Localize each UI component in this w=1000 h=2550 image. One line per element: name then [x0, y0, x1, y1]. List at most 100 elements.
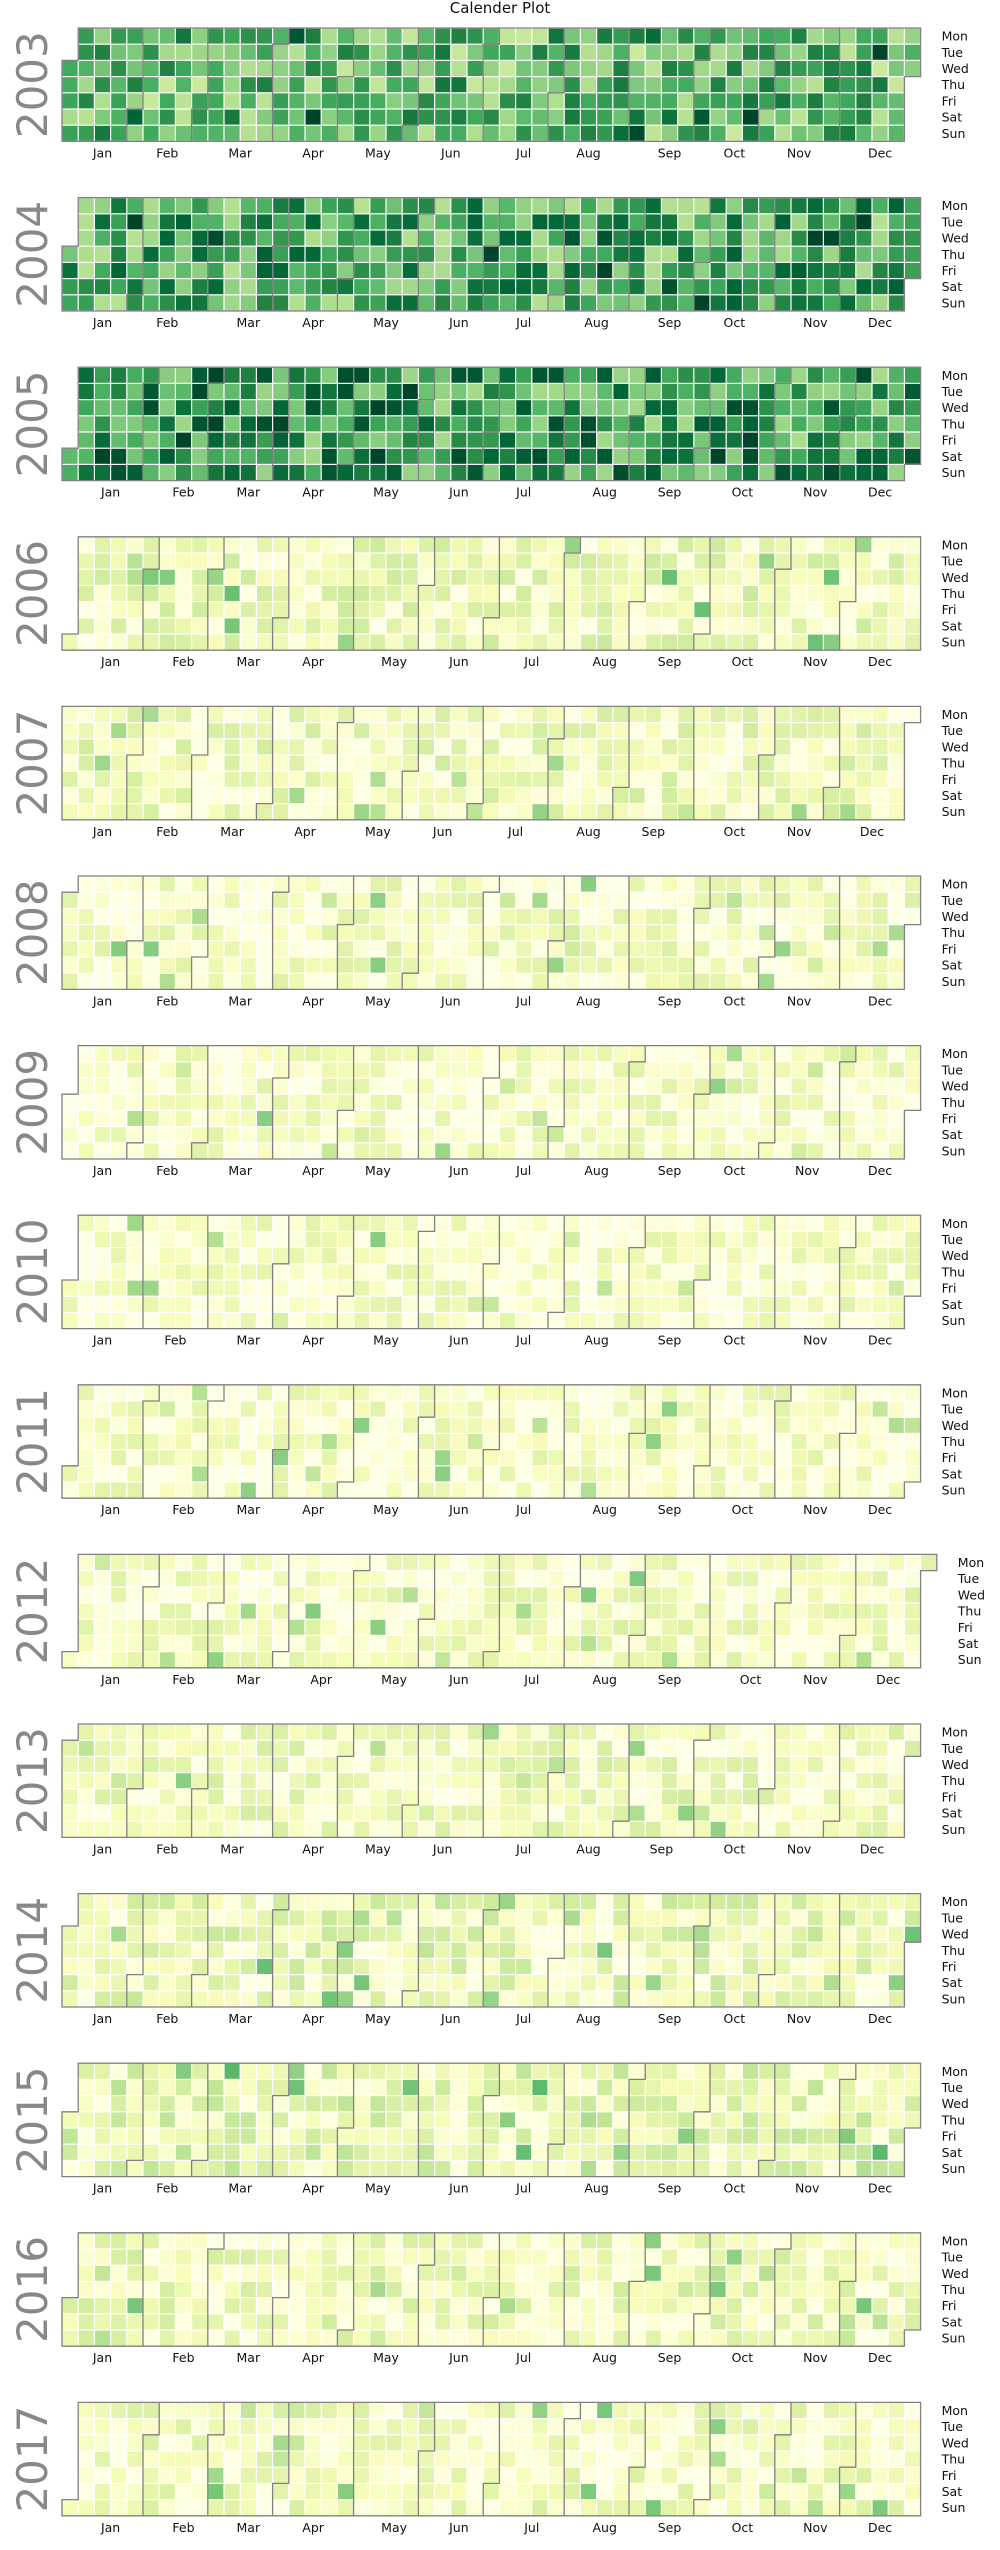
day-cell	[807, 788, 823, 803]
day-cell	[613, 1587, 629, 1603]
day-cell	[273, 1466, 289, 1482]
day-cell	[775, 1078, 791, 1094]
day-cell	[370, 1450, 386, 1466]
day-cell	[240, 93, 256, 109]
weekday-label: Sun	[942, 126, 966, 141]
day-cell	[694, 61, 710, 76]
day-cell	[840, 788, 856, 803]
day-cell	[678, 198, 694, 214]
day-cell	[192, 279, 208, 295]
day-cell	[386, 1094, 402, 1110]
day-cell	[500, 1773, 515, 1789]
day-cell	[257, 1636, 272, 1651]
day-cell	[759, 739, 775, 755]
day-cell	[257, 941, 272, 957]
day-cell	[662, 1466, 677, 1482]
day-cell	[645, 263, 661, 278]
month-label: Apr	[302, 1502, 324, 1517]
day-cell	[338, 77, 353, 93]
day-cell	[273, 2112, 289, 2128]
day-cell	[289, 771, 305, 787]
day-cell	[662, 61, 677, 76]
day-cell	[824, 1619, 839, 1635]
day-cell	[597, 465, 613, 480]
day-cell	[516, 1652, 532, 1668]
day-cell	[354, 465, 370, 480]
day-cell	[95, 109, 110, 125]
day-cell	[856, 537, 872, 553]
day-cell	[888, 1127, 904, 1143]
day-cell	[662, 1555, 677, 1570]
day-cell	[840, 432, 856, 448]
day-cell	[419, 723, 434, 739]
day-cell	[645, 788, 661, 803]
day-cell	[807, 618, 823, 634]
day-cell	[662, 214, 677, 230]
day-cell	[354, 1248, 370, 1264]
day-cell	[240, 2128, 256, 2144]
day-cell	[581, 925, 596, 941]
day-cell	[726, 1991, 742, 2007]
weekday-label: Sat	[942, 958, 963, 973]
day-cell	[581, 295, 596, 311]
day-cell	[694, 109, 710, 125]
day-cell	[467, 707, 483, 722]
day-cell	[419, 1450, 434, 1466]
day-cell	[176, 28, 191, 44]
day-cell	[370, 1926, 386, 1942]
day-cell	[710, 1926, 726, 1942]
day-cell	[419, 1062, 434, 1078]
day-cell	[305, 723, 321, 739]
day-cell	[516, 973, 532, 989]
day-cell	[743, 1757, 758, 1772]
day-cell	[111, 1232, 127, 1247]
day-cell	[208, 1805, 224, 1821]
day-cell	[111, 723, 127, 739]
day-cell	[451, 634, 467, 650]
day-cell	[597, 1587, 613, 1603]
day-cell	[629, 416, 645, 432]
day-cell	[516, 367, 532, 383]
day-cell	[710, 1619, 726, 1635]
day-cell	[856, 400, 872, 416]
day-cell	[759, 973, 775, 989]
day-cell	[532, 1127, 548, 1143]
day-cell	[354, 384, 370, 399]
day-cell	[354, 553, 370, 569]
day-cell	[500, 618, 515, 634]
day-cell	[532, 892, 548, 908]
day-cell	[370, 384, 386, 399]
day-cell	[78, 1805, 94, 1821]
day-cell	[143, 367, 159, 383]
day-cell	[791, 1450, 807, 1466]
day-cell	[127, 448, 143, 464]
day-cell	[451, 1571, 467, 1587]
day-cell	[273, 1313, 289, 1328]
day-cell	[710, 400, 726, 416]
day-cell	[791, 1417, 807, 1433]
day-cell	[597, 295, 613, 311]
day-cell	[662, 1959, 677, 1974]
day-cell	[613, 892, 629, 908]
day-cell	[143, 1466, 159, 1482]
day-cell	[273, 957, 289, 973]
day-cell	[159, 2080, 175, 2095]
day-cell	[208, 892, 224, 908]
day-cell	[807, 198, 823, 214]
day-cell	[710, 739, 726, 755]
day-cell	[856, 1111, 872, 1126]
day-cell	[629, 788, 645, 803]
day-cell	[645, 1280, 661, 1296]
day-cell	[127, 1773, 143, 1789]
weekday-label: Sat	[942, 449, 963, 464]
day-cell	[872, 1466, 888, 1482]
day-cell	[645, 198, 661, 214]
day-cell	[597, 1603, 613, 1619]
day-cell	[759, 1975, 775, 1991]
day-cell	[856, 1466, 872, 1482]
day-cell	[791, 1789, 807, 1805]
day-cell	[386, 1555, 402, 1570]
day-cell	[678, 804, 694, 820]
day-cell	[581, 941, 596, 957]
month-label: Aug	[584, 1163, 608, 1178]
